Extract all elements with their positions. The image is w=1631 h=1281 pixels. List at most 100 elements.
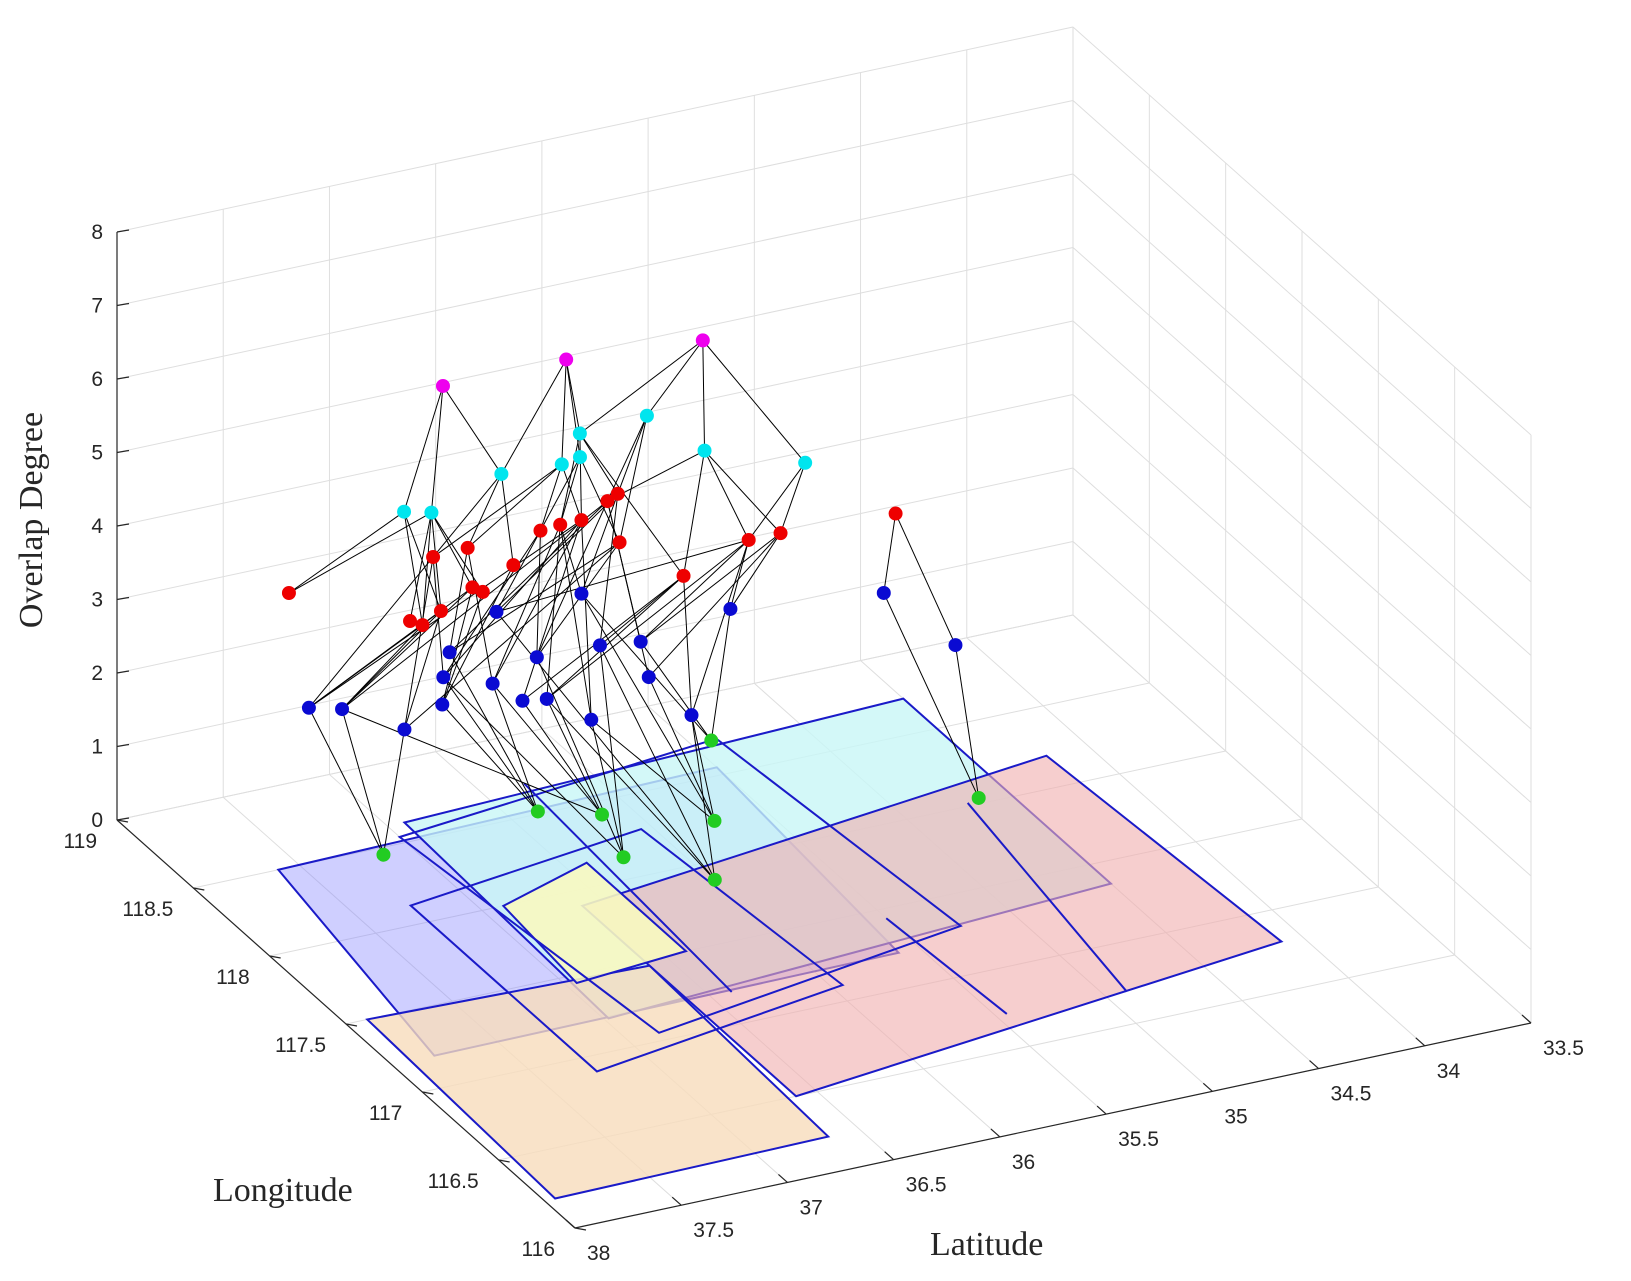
network-link (308, 624, 423, 709)
y-tick-label: 117.5 (275, 1034, 326, 1057)
data-point-level-3 (403, 614, 418, 629)
data-point-level-3 (426, 550, 441, 565)
data-point-level-1 (707, 872, 722, 887)
grid-line (116, 394, 1074, 600)
x-tick-label: 35.5 (1118, 1128, 1159, 1151)
network-link (496, 493, 619, 613)
network-link (522, 519, 582, 701)
footprint-outline (397, 737, 963, 1034)
data-point-level-3 (676, 568, 691, 583)
network-link (442, 676, 539, 812)
data-point-level-2 (335, 702, 350, 717)
x-tick-label: 35 (1224, 1105, 1247, 1128)
network-link (442, 385, 502, 475)
network-link (581, 593, 715, 822)
network-link (403, 511, 442, 612)
network-link (403, 556, 434, 730)
data-point-level-2 (723, 601, 738, 616)
z-tick-mark (116, 376, 130, 380)
data-point-level-5 (695, 333, 710, 348)
network-link (579, 339, 704, 434)
x-tick-mark (1096, 1105, 1107, 1115)
network-link (702, 340, 806, 464)
data-point-level-3 (281, 586, 296, 601)
network-link (341, 708, 384, 855)
y-tick-mark (269, 955, 281, 959)
grid-line (116, 467, 1074, 674)
network-link (648, 532, 781, 678)
network-link (492, 519, 582, 684)
data-point-level-3 (610, 486, 625, 501)
z-tick-label: 3 (91, 589, 103, 612)
network-link (540, 464, 563, 531)
y-tick-mark (422, 1091, 434, 1095)
network-link (522, 700, 603, 815)
network-link (691, 715, 716, 880)
network-link (579, 433, 582, 521)
network-link (559, 433, 581, 525)
network-link (606, 500, 642, 642)
network-link (646, 340, 704, 417)
footprint-region (365, 964, 831, 1200)
network-link (599, 645, 625, 858)
x-tick-label: 37 (799, 1196, 822, 1219)
z-tick-mark (116, 229, 130, 233)
network-link (546, 539, 749, 700)
network-link (467, 473, 502, 549)
grid-line (116, 173, 1074, 380)
axis-layer: 012345678116116.5117117.5118118.511933.5… (64, 221, 1584, 1265)
z-tick-label: 8 (91, 221, 103, 244)
network-link (683, 575, 693, 716)
network-link (409, 512, 432, 622)
network-link (599, 493, 619, 646)
data-point-level-2 (529, 650, 544, 665)
network-link (403, 610, 442, 730)
z-tick-label: 1 (91, 736, 103, 759)
network-link (430, 385, 444, 513)
network-link (432, 463, 563, 558)
data-point-level-2 (592, 638, 607, 653)
grid-line (1072, 26, 1532, 436)
network-link (640, 539, 750, 643)
z-tick-label: 6 (91, 368, 103, 391)
data-point-level-2 (515, 693, 530, 708)
data-point-level-2 (948, 638, 963, 653)
data-point-level-1 (616, 850, 631, 865)
grid-line (1072, 467, 1532, 877)
data-point-level-2 (574, 586, 589, 601)
data-point-level-2 (584, 712, 599, 727)
data-point-level-3 (773, 526, 788, 541)
z-tick-mark (116, 523, 130, 527)
network-link (288, 511, 405, 594)
x-tick-label: 33.5 (1543, 1037, 1584, 1060)
network-link (619, 415, 648, 543)
network-link (308, 556, 434, 709)
network-link (599, 575, 684, 646)
data-point-level-4 (494, 466, 509, 481)
x-axis-line (574, 1022, 1532, 1229)
z-tick-label: 0 (91, 809, 103, 832)
y-tick-mark (498, 1159, 510, 1163)
data-point-level-3 (741, 532, 756, 547)
network-link (341, 708, 603, 816)
x-tick-label: 37.5 (693, 1219, 734, 1242)
data-point-level-1 (971, 790, 986, 805)
network-link (382, 729, 405, 855)
network-link (500, 473, 514, 566)
network-link (430, 512, 484, 593)
x-tick-label: 34.5 (1331, 1083, 1372, 1106)
data-point-level-4 (424, 505, 439, 520)
network-link (579, 433, 619, 495)
x-axis-label: Latitude (930, 1226, 1043, 1263)
network-link (599, 645, 716, 881)
network-link (559, 524, 582, 594)
grid-line (1072, 394, 1532, 803)
grid-line (116, 247, 1074, 453)
footprint-region (501, 861, 688, 985)
footprint-outline (966, 802, 1128, 993)
network-link (895, 513, 956, 646)
network-link (559, 456, 581, 525)
network-link (691, 539, 750, 716)
network-link (443, 676, 624, 858)
network-link (341, 587, 473, 710)
